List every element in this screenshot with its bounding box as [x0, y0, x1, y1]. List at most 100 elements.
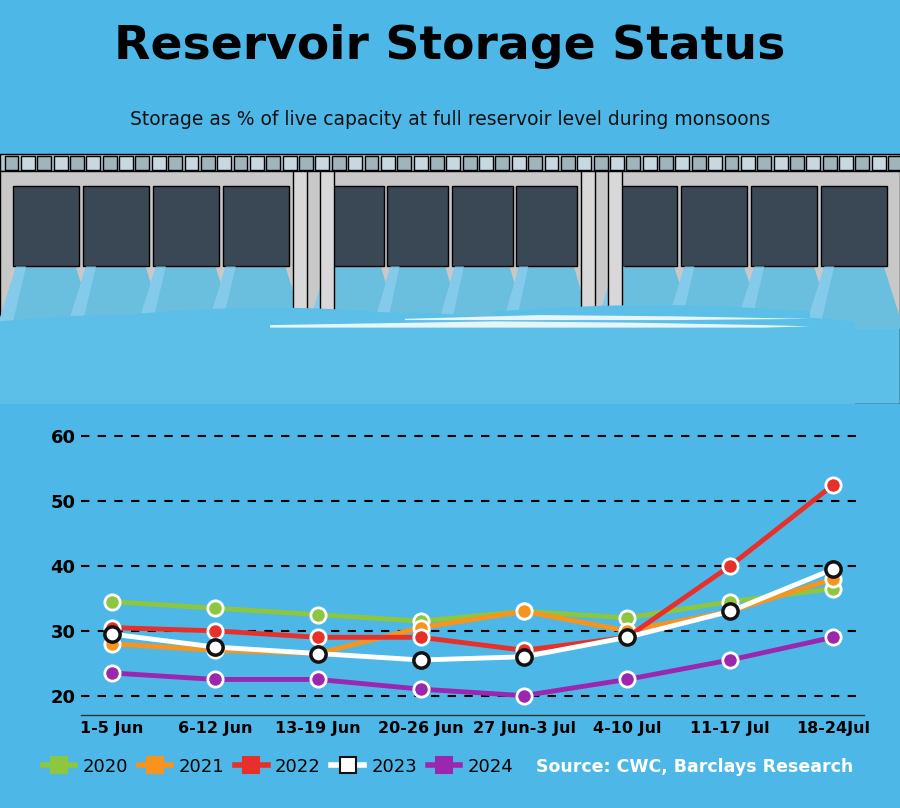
FancyBboxPatch shape [580, 171, 595, 329]
FancyBboxPatch shape [659, 156, 673, 170]
FancyBboxPatch shape [299, 156, 313, 170]
FancyBboxPatch shape [821, 186, 887, 267]
FancyBboxPatch shape [839, 156, 853, 170]
Polygon shape [734, 267, 833, 329]
FancyBboxPatch shape [774, 156, 788, 170]
Polygon shape [136, 267, 235, 329]
FancyBboxPatch shape [495, 156, 509, 170]
FancyBboxPatch shape [54, 156, 68, 170]
FancyBboxPatch shape [397, 156, 411, 170]
Polygon shape [436, 267, 527, 329]
FancyBboxPatch shape [0, 154, 900, 171]
FancyBboxPatch shape [681, 186, 747, 267]
FancyBboxPatch shape [135, 156, 149, 170]
FancyBboxPatch shape [888, 156, 900, 170]
Polygon shape [206, 267, 305, 329]
FancyBboxPatch shape [292, 171, 307, 329]
FancyBboxPatch shape [0, 171, 900, 329]
FancyBboxPatch shape [528, 156, 542, 170]
FancyBboxPatch shape [724, 156, 738, 170]
FancyBboxPatch shape [283, 156, 297, 170]
FancyBboxPatch shape [517, 186, 577, 267]
Polygon shape [405, 315, 810, 320]
FancyBboxPatch shape [152, 156, 166, 170]
Polygon shape [805, 267, 900, 329]
Polygon shape [373, 267, 464, 329]
FancyBboxPatch shape [752, 186, 817, 267]
Polygon shape [270, 322, 810, 327]
Polygon shape [136, 267, 166, 329]
FancyBboxPatch shape [0, 324, 900, 404]
Polygon shape [630, 315, 855, 404]
Polygon shape [495, 305, 810, 404]
FancyBboxPatch shape [692, 156, 706, 170]
Text: Reservoir Storage Status: Reservoir Storage Status [114, 23, 786, 69]
FancyBboxPatch shape [806, 156, 820, 170]
Polygon shape [0, 267, 26, 329]
FancyBboxPatch shape [315, 156, 329, 170]
FancyBboxPatch shape [217, 156, 231, 170]
FancyBboxPatch shape [381, 156, 395, 170]
FancyBboxPatch shape [414, 156, 427, 170]
FancyBboxPatch shape [86, 156, 100, 170]
Polygon shape [665, 267, 764, 329]
FancyBboxPatch shape [4, 156, 18, 170]
FancyBboxPatch shape [323, 186, 383, 267]
FancyBboxPatch shape [479, 156, 493, 170]
FancyBboxPatch shape [184, 156, 198, 170]
FancyBboxPatch shape [320, 171, 334, 329]
FancyBboxPatch shape [37, 156, 51, 170]
FancyBboxPatch shape [823, 156, 837, 170]
Polygon shape [308, 267, 336, 329]
Polygon shape [67, 267, 166, 329]
FancyBboxPatch shape [463, 156, 477, 170]
FancyBboxPatch shape [757, 156, 771, 170]
FancyBboxPatch shape [708, 156, 722, 170]
Polygon shape [501, 267, 528, 329]
FancyBboxPatch shape [201, 156, 215, 170]
FancyBboxPatch shape [872, 156, 886, 170]
FancyBboxPatch shape [790, 156, 804, 170]
FancyBboxPatch shape [348, 156, 362, 170]
Polygon shape [501, 267, 592, 329]
Polygon shape [595, 267, 625, 329]
FancyBboxPatch shape [13, 186, 79, 267]
FancyBboxPatch shape [611, 186, 678, 267]
Legend: 2020, 2021, 2022, 2023, 2024: 2020, 2021, 2022, 2023, 2024 [36, 751, 520, 784]
Text: Storage as % of live capacity at full reservoir level during monsoons: Storage as % of live capacity at full re… [130, 110, 770, 129]
FancyBboxPatch shape [741, 156, 755, 170]
FancyBboxPatch shape [250, 156, 264, 170]
Polygon shape [67, 267, 96, 329]
Polygon shape [665, 267, 695, 329]
FancyBboxPatch shape [153, 186, 219, 267]
FancyBboxPatch shape [364, 156, 378, 170]
Polygon shape [595, 267, 694, 329]
Text: Source: CWC, Barclays Research: Source: CWC, Barclays Research [536, 758, 853, 776]
Polygon shape [436, 267, 464, 329]
Polygon shape [805, 267, 834, 329]
FancyBboxPatch shape [222, 186, 289, 267]
Polygon shape [206, 267, 236, 329]
FancyBboxPatch shape [608, 171, 622, 329]
FancyBboxPatch shape [561, 156, 575, 170]
FancyBboxPatch shape [119, 156, 133, 170]
FancyBboxPatch shape [388, 186, 448, 267]
FancyBboxPatch shape [855, 156, 869, 170]
Polygon shape [734, 267, 764, 329]
FancyBboxPatch shape [266, 156, 280, 170]
FancyBboxPatch shape [577, 156, 591, 170]
FancyBboxPatch shape [446, 156, 460, 170]
FancyBboxPatch shape [594, 156, 608, 170]
FancyBboxPatch shape [103, 156, 117, 170]
FancyBboxPatch shape [168, 156, 182, 170]
FancyBboxPatch shape [512, 156, 526, 170]
FancyBboxPatch shape [21, 156, 35, 170]
FancyBboxPatch shape [675, 156, 689, 170]
FancyBboxPatch shape [643, 156, 657, 170]
FancyBboxPatch shape [544, 156, 558, 170]
FancyBboxPatch shape [234, 156, 248, 170]
Polygon shape [373, 267, 400, 329]
FancyBboxPatch shape [70, 156, 84, 170]
FancyBboxPatch shape [83, 186, 148, 267]
Polygon shape [135, 308, 405, 404]
